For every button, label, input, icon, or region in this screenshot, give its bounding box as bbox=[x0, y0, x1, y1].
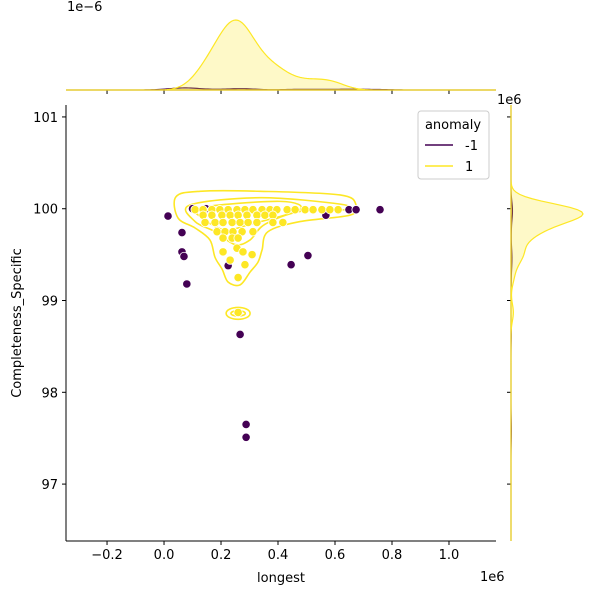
x-axis-label: longest bbox=[257, 571, 305, 586]
data-point-anomaly bbox=[375, 205, 385, 215]
data-point-anomaly bbox=[163, 211, 173, 221]
y-tick-label: 97 bbox=[41, 478, 58, 493]
data-point-normal bbox=[233, 272, 243, 283]
data-point-normal bbox=[218, 247, 228, 257]
data-point-anomaly bbox=[241, 419, 251, 430]
data-point-normal bbox=[282, 205, 292, 215]
x-tick-label: 0.0 bbox=[154, 548, 175, 563]
data-point-normal bbox=[233, 233, 243, 243]
data-point-normal bbox=[190, 205, 200, 215]
data-point-normal bbox=[252, 217, 262, 228]
x-tick-label: 0.6 bbox=[325, 548, 346, 563]
data-point-normal bbox=[212, 227, 222, 237]
data-point-normal bbox=[300, 205, 310, 215]
x-tick-label: 0.4 bbox=[268, 548, 289, 563]
right-offset-label: 1e6 bbox=[497, 93, 522, 108]
data-point-anomaly bbox=[241, 432, 251, 442]
data-point-normal bbox=[260, 210, 270, 220]
data-point-normal bbox=[225, 255, 235, 265]
data-point-normal bbox=[235, 217, 245, 228]
data-point-normal bbox=[210, 217, 220, 228]
data-point-anomaly bbox=[179, 251, 189, 262]
data-point-normal bbox=[308, 205, 318, 215]
data-point-normal bbox=[290, 205, 300, 215]
legend-label-neg: -1 bbox=[465, 139, 478, 154]
data-point-normal bbox=[248, 227, 258, 237]
data-point-normal bbox=[325, 205, 335, 215]
data-point-anomaly bbox=[182, 279, 192, 289]
legend-label-pos: 1 bbox=[465, 160, 473, 175]
data-point-normal bbox=[218, 217, 228, 228]
kde-contour-island bbox=[225, 306, 251, 321]
data-point-normal bbox=[247, 250, 257, 260]
data-point-anomaly bbox=[286, 260, 296, 270]
y-tick-label: 99 bbox=[41, 295, 58, 310]
top-marginal-kde bbox=[66, 19, 496, 91]
y-tick-label: 101 bbox=[33, 111, 58, 126]
y-axis-label: Completeness_Specific bbox=[10, 248, 25, 398]
x-tick-label: 1.0 bbox=[439, 548, 460, 563]
x-tick-label: 0.8 bbox=[382, 548, 403, 563]
data-point-normal bbox=[238, 247, 248, 257]
data-point-normal bbox=[333, 205, 343, 215]
data-point-normal bbox=[233, 307, 243, 318]
x-tick-label: −0.2 bbox=[91, 548, 123, 563]
kde-contour bbox=[184, 196, 352, 246]
data-point-normal bbox=[317, 205, 327, 215]
top-marginal-offset-label: 1e−6 bbox=[67, 0, 102, 15]
data-point-normal bbox=[278, 217, 288, 228]
right-marginal-kde bbox=[510, 105, 584, 541]
data-point-normal bbox=[240, 260, 250, 270]
kde-contour bbox=[173, 189, 359, 287]
data-point-normal bbox=[227, 217, 237, 228]
data-point-anomaly bbox=[351, 205, 361, 215]
data-point-normal bbox=[218, 233, 228, 243]
x-offset-label: 1e6 bbox=[480, 570, 505, 585]
y-tick-label: 100 bbox=[33, 203, 58, 218]
data-point-normal bbox=[243, 217, 253, 228]
data-point-anomaly bbox=[303, 250, 313, 261]
legend-title: anomaly bbox=[425, 118, 481, 133]
y-tick-label: 98 bbox=[41, 386, 58, 401]
legend: anomaly -1 1 bbox=[417, 110, 490, 180]
data-point-normal bbox=[268, 217, 278, 228]
x-tick-label: 0.2 bbox=[211, 548, 232, 563]
data-point-anomaly bbox=[235, 329, 245, 340]
data-point-normal bbox=[200, 217, 210, 228]
data-point-anomaly bbox=[177, 227, 187, 238]
